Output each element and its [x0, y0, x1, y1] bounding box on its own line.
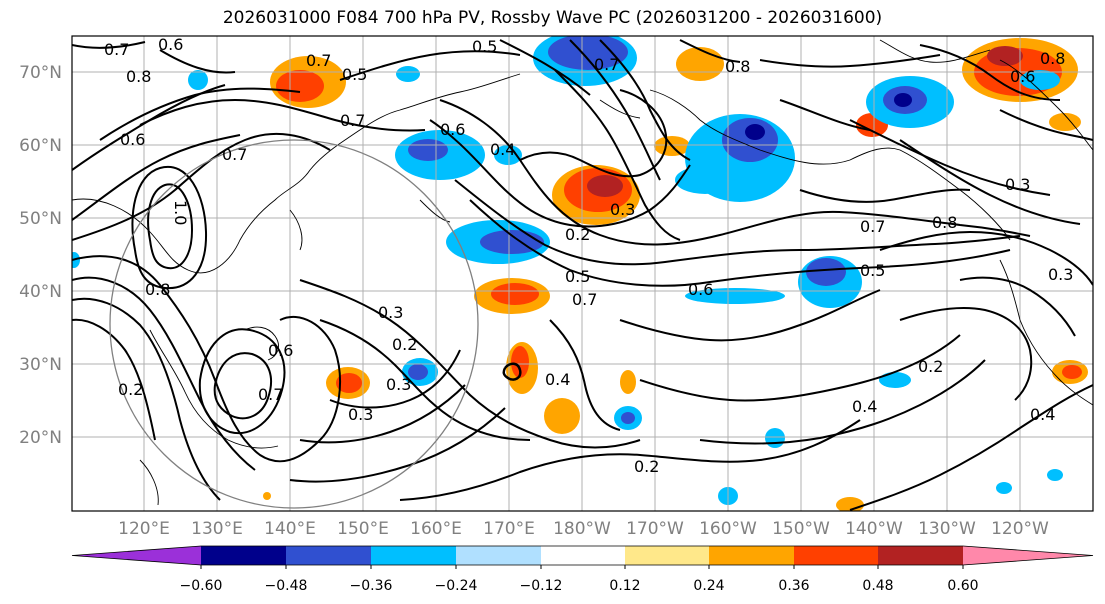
lon-label: 130°E	[191, 519, 243, 539]
contour-label: 0.4	[852, 397, 877, 416]
lon-label: 120°E	[118, 519, 170, 539]
lat-label: 60°N	[19, 136, 62, 156]
contour-label: 0.4	[545, 370, 570, 389]
contour-label: 0.6	[268, 341, 293, 360]
contour-label: 0.6	[120, 130, 145, 149]
contour-label: 0.8	[725, 57, 750, 76]
colorbar: −0.60 −0.48 −0.36 −0.24 −0.12 0.12 0.24 …	[71, 545, 1094, 594]
contour-label: 0.7	[258, 385, 283, 404]
contour-label: 0.3	[610, 200, 635, 219]
contour-label: 0.7	[222, 145, 247, 164]
colorbar-segment	[794, 546, 878, 565]
colorbar-tick-label: −0.48	[265, 578, 308, 594]
contour-label: 0.3	[1005, 175, 1030, 194]
colorbar-segment	[878, 546, 963, 565]
lon-label: 170°E	[483, 519, 535, 539]
contour-label: 0.8	[1040, 49, 1065, 68]
colorbar-tick-label: 0.36	[778, 578, 809, 594]
contour-label: 0.7	[104, 40, 129, 59]
plot-frame	[71, 35, 1094, 512]
lon-label: 160°E	[410, 519, 462, 539]
contour-label: 0.3	[348, 405, 373, 424]
lon-label: 120°W	[991, 519, 1049, 539]
colorbar-tick-label: −0.24	[435, 578, 478, 594]
lon-label: 140°E	[264, 519, 316, 539]
lon-label: 140°W	[845, 519, 903, 539]
contour-label: 0.2	[634, 457, 659, 476]
anomaly-shading	[72, 36, 1088, 511]
lat-label: 30°N	[19, 355, 62, 375]
colorbar-tick-label: 0.12	[609, 578, 640, 594]
longitude-labels: 120°E 130°E 140°E 150°E 160°E 170°E 180°…	[118, 519, 1049, 539]
gridlines	[72, 36, 1093, 511]
colorbar-segment	[371, 546, 456, 565]
colorbar-segments	[71, 545, 1094, 566]
range-ring	[109, 139, 479, 509]
colorbar-tick-label: 0.24	[693, 578, 724, 594]
contour-label: 0.3	[378, 303, 403, 322]
contour-label: 0.7	[594, 55, 619, 74]
colorbar-extend-high	[963, 546, 1093, 565]
lon-label: 170°W	[626, 519, 684, 539]
colorbar-tick-label: −0.36	[350, 578, 393, 594]
lat-label: 20°N	[19, 428, 62, 448]
contour-label: 0.7	[860, 217, 885, 236]
contour-label: 0.4	[490, 140, 515, 159]
contour-label: 0.6	[158, 35, 183, 54]
contour-label: 0.2	[392, 335, 417, 354]
lon-label: 160°W	[699, 519, 757, 539]
contour-label: 0.2	[565, 225, 590, 244]
contour-label: 0.5	[565, 267, 590, 286]
contour-label: 1.0	[171, 200, 190, 225]
colorbar-segment	[541, 546, 625, 565]
lon-label: 150°W	[772, 519, 830, 539]
contour-label: 0.5	[860, 261, 885, 280]
contour-label: 0.4	[1030, 405, 1055, 424]
contour-label: 0.2	[118, 380, 143, 399]
contour-label: 0.5	[472, 37, 497, 56]
contour-label: 0.6	[1010, 67, 1035, 86]
contour-label: 0.7	[572, 290, 597, 309]
contour-label: 0.8	[145, 280, 170, 299]
colorbar-tick-label: −0.12	[520, 578, 563, 594]
lon-label: 150°E	[337, 519, 389, 539]
lat-label: 50°N	[19, 209, 62, 229]
latitude-labels: 70°N 60°N 50°N 40°N 30°N 20°N	[19, 63, 62, 448]
contour-label: 0.3	[1048, 265, 1073, 284]
contour-label: 0.8	[126, 67, 151, 86]
colorbar-tick-label: −0.60	[180, 578, 223, 594]
map-title: 2026031000 F084 700 hPa PV, Rossby Wave …	[222, 8, 883, 28]
contour-label: 0.8	[932, 213, 957, 232]
lat-label: 40°N	[19, 282, 62, 302]
colorbar-tick-labels: −0.60 −0.48 −0.36 −0.24 −0.12 0.12 0.24 …	[180, 578, 979, 594]
colorbar-ticks	[200, 565, 964, 569]
colorbar-segment	[709, 546, 794, 565]
contour-labels: 0.7 0.6 0.8 0.5 0.7 0.5 0.7 0.8 0.6 0.7 …	[104, 35, 1073, 476]
lon-label: 130°W	[918, 519, 976, 539]
contour-label: 0.7	[306, 51, 331, 70]
contour-label: 0.5	[342, 65, 367, 84]
colorbar-extend-low	[72, 546, 201, 565]
contour-label: 0.7	[340, 111, 365, 130]
contour-label: 0.6	[688, 280, 713, 299]
pv-contours	[72, 39, 1093, 511]
lat-label: 70°N	[19, 63, 62, 83]
colorbar-tick-label: 0.48	[862, 578, 893, 594]
colorbar-segment	[456, 546, 541, 565]
colorbar-segment	[625, 546, 709, 565]
colorbar-tick-label: 0.60	[947, 578, 978, 594]
colorbar-segment	[201, 546, 286, 565]
contour-label: 0.6	[440, 120, 465, 139]
colorbar-segment	[286, 546, 371, 565]
lon-label: 180°W	[553, 519, 611, 539]
contour-label: 0.3	[386, 375, 411, 394]
contour-label: 0.2	[918, 357, 943, 376]
